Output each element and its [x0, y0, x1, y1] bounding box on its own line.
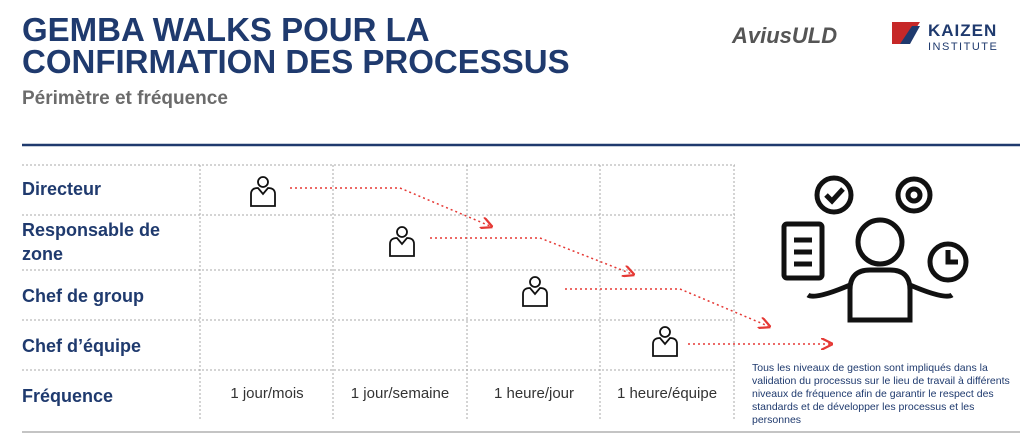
frequency: 1 jour/mois [230, 385, 304, 402]
illustration [781, 175, 969, 323]
title-line: CONFIRMATION DES PROCESSUS [22, 43, 570, 80]
row-label: Chef d’équipe [22, 336, 142, 356]
row-label: Fréquence [22, 386, 114, 406]
row-label: Responsable de zone [22, 220, 161, 264]
logo-kaizen: KAIZEN [928, 21, 997, 40]
grid [22, 164, 735, 420]
arrows [290, 187, 830, 344]
kaizen-mark-2 [900, 26, 920, 44]
frequency: 1 heure/jour [493, 385, 575, 402]
frequency: 1 heure/équipe [616, 385, 718, 402]
subtitle: Périmètre et fréquence [22, 88, 228, 109]
description: Tous les niveaux de gestion sont impliqu… [752, 362, 1010, 426]
logo-institute: INSTITUTE [928, 41, 998, 53]
row-label: Directeur [22, 179, 102, 199]
person-icons [250, 176, 678, 357]
logo-avius: AviusULD [731, 23, 837, 48]
row-label: Chef de group [22, 286, 144, 306]
frequency: 1 jour/semaine [350, 385, 450, 402]
title-line: GEMBA WALKS POUR LA [22, 11, 430, 48]
